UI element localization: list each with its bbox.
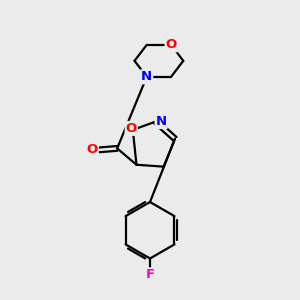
Text: O: O <box>87 143 98 156</box>
Text: N: N <box>155 115 167 128</box>
Text: N: N <box>141 70 152 83</box>
Text: O: O <box>126 122 137 135</box>
Text: F: F <box>146 268 154 281</box>
Text: O: O <box>166 38 177 51</box>
